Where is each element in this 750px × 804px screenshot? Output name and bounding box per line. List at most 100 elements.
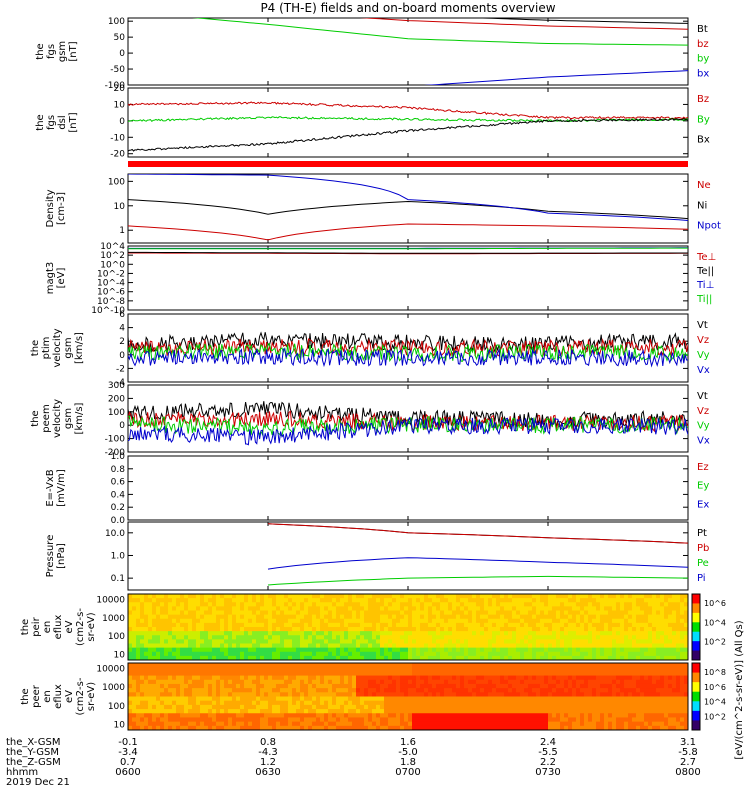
heatmap-cell [220, 635, 225, 640]
heatmap-cell [224, 713, 229, 718]
heatmap-cell [512, 721, 517, 727]
heatmap-cell [448, 717, 453, 723]
heatmap-cell [284, 594, 289, 599]
heatmap-cell [564, 643, 569, 649]
heatmap-cell [644, 606, 649, 611]
heatmap-cell [504, 671, 509, 677]
heatmap-cell [640, 688, 645, 693]
heatmap-cell [652, 602, 657, 607]
heatmap-cell [256, 663, 261, 668]
heatmap-cell [168, 675, 173, 681]
heatmap-cell [404, 700, 409, 706]
heatmap-cell [128, 627, 133, 632]
heatmap-cell [132, 639, 137, 644]
heatmap-cell [376, 713, 381, 718]
heatmap-cell [604, 602, 609, 607]
heatmap-cell [400, 679, 405, 685]
heatmap-cell [504, 643, 509, 649]
heatmap-cell [416, 606, 421, 611]
heatmap-cell [412, 618, 417, 624]
heatmap-cell [268, 602, 273, 607]
heatmap-cell [380, 725, 385, 731]
heatmap-cell [428, 671, 433, 677]
heatmap-cell [152, 647, 157, 653]
heatmap-cell [176, 667, 181, 672]
heatmap-cell [420, 655, 425, 661]
y-axis-label: thepeemvelocitygsm[km/s] [30, 399, 85, 438]
heatmap-cell [652, 627, 657, 632]
heatmap-cell [516, 663, 521, 668]
heatmap-cell [536, 610, 541, 616]
y-tick-label: 10000 [96, 665, 125, 675]
heatmap-cell [664, 631, 669, 636]
heatmap-cell [460, 709, 465, 714]
heatmap-cell [508, 647, 513, 653]
heatmap-cell [604, 675, 609, 681]
heatmap-cell [488, 622, 493, 628]
heatmap-cell [360, 635, 365, 640]
heatmap-cell [548, 679, 553, 685]
heatmap-cell [212, 643, 217, 649]
heatmap-cell [528, 679, 533, 685]
heatmap-cell [656, 635, 661, 640]
heatmap-cell [480, 598, 485, 603]
heatmap-cell [260, 709, 265, 714]
y-axis-label-line: ptim [41, 337, 52, 360]
heatmap-cell [360, 627, 365, 632]
heatmap-cell [408, 651, 413, 657]
heatmap-cell [500, 667, 505, 672]
heatmap-cell [292, 635, 297, 640]
heatmap-cell [244, 713, 249, 718]
heatmap-cell [296, 602, 301, 607]
heatmap-cell [596, 663, 601, 668]
heatmap-cell [444, 614, 449, 620]
heatmap-cell [292, 700, 297, 706]
heatmap-cell [648, 606, 653, 611]
heatmap-cell [316, 671, 321, 677]
heatmap-cell [204, 643, 209, 649]
heatmap-cell [664, 602, 669, 607]
heatmap-cell [456, 696, 461, 702]
heatmap-cell [384, 709, 389, 714]
heatmap-cell [684, 618, 689, 624]
heatmap-cell [632, 725, 637, 731]
heatmap-cell [376, 622, 381, 628]
heatmap-cell [324, 667, 329, 672]
heatmap-cell [508, 700, 513, 706]
heatmap-cell [604, 688, 609, 693]
heatmap-cell [496, 696, 501, 702]
heatmap-cell [228, 692, 233, 697]
heatmap-cell [588, 627, 593, 632]
heatmap-cell [268, 692, 273, 697]
heatmap-cell [568, 721, 573, 727]
heatmap-cell [208, 602, 213, 607]
heatmap-cell [604, 606, 609, 611]
y-axis-label-line: gsm [63, 408, 74, 429]
heatmap-cell [136, 635, 141, 640]
heatmap-cell [532, 700, 537, 706]
colorbar-label: [eV/(cm^2-s-sr-eV)] (All Qs) [734, 620, 745, 759]
heatmap-cell [472, 692, 477, 697]
heatmap-cell [208, 717, 213, 723]
heatmap-cell [644, 671, 649, 677]
heatmap-cell [320, 713, 325, 718]
y-tick-label: 200 [108, 394, 125, 404]
heatmap-cell [204, 614, 209, 620]
heatmap-cell [368, 643, 373, 649]
y-tick-label: 0.1 [111, 574, 125, 584]
y-axis-label: thefgsdsl[nT] [35, 112, 79, 132]
heatmap-cell [616, 631, 621, 636]
y-axis-label-line: peer [31, 684, 42, 708]
heatmap-cell [296, 627, 301, 632]
heatmap-cell [140, 627, 145, 632]
heatmap-cell [532, 671, 537, 677]
heatmap-cell [472, 618, 477, 624]
heatmap-cell [456, 683, 461, 689]
heatmap-cell [648, 602, 653, 607]
y-tick-label: -20 [110, 150, 125, 160]
heatmap-cell [376, 594, 381, 599]
heatmap-cell [440, 643, 445, 649]
heatmap-cell [428, 704, 433, 710]
heatmap-cell [184, 598, 189, 603]
series-group [128, 331, 688, 368]
